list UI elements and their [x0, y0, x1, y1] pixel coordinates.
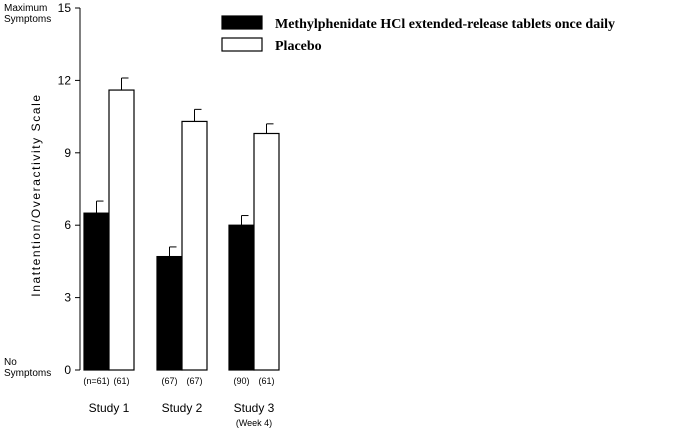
- y-min-label: Symptoms: [4, 368, 51, 379]
- labels: (n=61) (61) Study 1 (67) (67) Study 2 (90) (61)…: [83, 376, 274, 428]
- category-sublabel: (Week 4): [236, 418, 272, 428]
- y-tick-label: 9: [64, 146, 71, 160]
- axes: 03691215MaximumSymptomsNoSymptomsInatten…: [4, 1, 81, 379]
- bar-methylphenidate: [228, 224, 255, 371]
- n-label: (90): [233, 376, 249, 386]
- y-max-label: Symptoms: [4, 14, 51, 25]
- y-axis-label: Inattention/Overactivity Scale: [29, 93, 43, 296]
- bar-placebo: [181, 120, 208, 371]
- bar-methylphenidate: [156, 255, 183, 371]
- n-label: (n=61): [83, 376, 109, 386]
- bars: [83, 77, 280, 371]
- legend: Methylphenidate HCl extended-release tab…: [221, 15, 615, 54]
- legend-swatch-methylphenidate: [221, 15, 263, 30]
- y-tick-label: 0: [64, 363, 71, 377]
- legend-label-placebo: Placebo: [275, 39, 322, 54]
- legend-label-methylphenidate: Methylphenidate HCl extended-release tab…: [275, 17, 615, 32]
- bar-placebo: [253, 132, 280, 371]
- n-label: (67): [161, 376, 177, 386]
- y-max-label: Maximum: [4, 3, 47, 14]
- legend-swatch-placebo: [221, 37, 263, 52]
- y-tick-label: 6: [64, 218, 71, 232]
- y-tick-label: 12: [58, 73, 72, 87]
- n-label: (61): [258, 376, 274, 386]
- n-label: (67): [186, 376, 202, 386]
- category-label: Study 1: [89, 401, 130, 415]
- bar-methylphenidate: [83, 212, 110, 371]
- category-label: Study 3: [234, 401, 275, 415]
- n-label: (61): [113, 376, 129, 386]
- y-min-label: No: [4, 357, 17, 368]
- category-label: Study 2: [162, 401, 203, 415]
- y-tick-label: 15: [58, 1, 72, 15]
- bar-placebo: [108, 89, 135, 371]
- y-tick-label: 3: [64, 291, 71, 305]
